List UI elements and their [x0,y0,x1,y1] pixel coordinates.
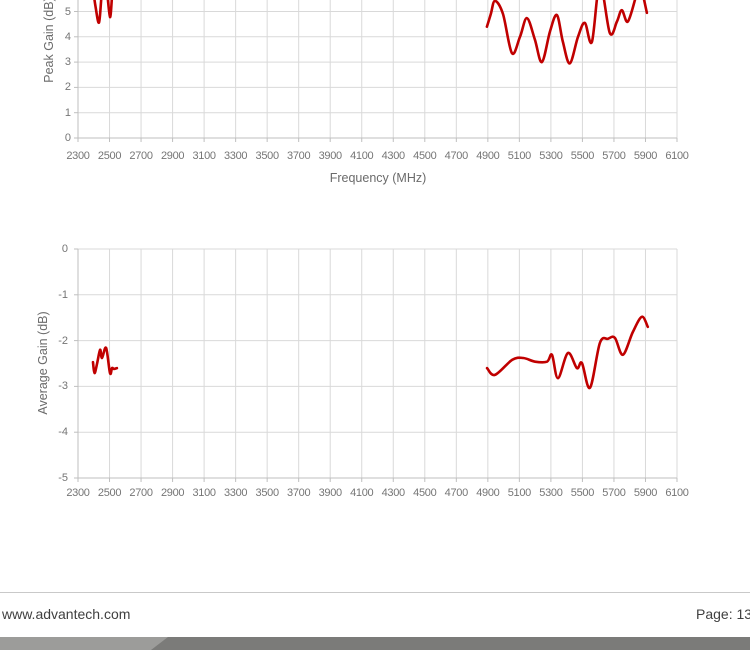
x-tick-label: 4700 [444,487,469,499]
x-tick-label: 4900 [476,150,500,162]
x-tick-label: 4300 [381,487,406,499]
x-tick-label: 4700 [444,150,469,162]
x-tick-label: 5500 [570,487,595,499]
x-tick-label: 5700 [602,150,626,162]
y-tick-label: -1 [58,288,68,301]
x-tick-label: 5300 [539,487,563,499]
y-tick-label: -2 [58,334,68,347]
x-tick-label: 3700 [287,487,311,499]
y-tick-label: 0 [61,243,68,255]
y-tick-label: 0 [64,132,71,144]
average-gain-chart-canvas [74,248,678,482]
x-tick-label: 4900 [476,487,500,499]
footer-bar-dark-segment [151,637,750,650]
y-tick-label: -3 [58,380,68,393]
x-tick-label: 2300 [66,150,90,162]
frequency-x-axis-title: Frequency (MHz) [329,171,427,185]
y-tick-label: 2 [64,81,71,94]
x-tick-label: 5300 [539,150,563,162]
x-tick-label: 4100 [350,150,374,162]
y-tick-label: 4 [64,30,71,43]
x-tick-label: 5900 [633,487,658,499]
x-tick-label: 6100 [665,150,689,162]
footer-website-text: www.advantech.com [2,606,131,622]
x-tick-label: 5900 [633,150,658,162]
x-tick-label: 4500 [413,487,437,499]
x-tick-label: 3500 [255,150,280,162]
x-tick-label: 2500 [97,487,122,499]
y-tick-label: -4 [58,426,68,439]
x-tick-label: 3700 [287,150,311,162]
x-tick-label: 3900 [318,487,343,499]
x-tick-label: 5700 [602,487,626,499]
y-tick-label: 3 [64,56,71,69]
x-tick-label: 2700 [129,487,153,499]
x-tick-label: 5100 [507,487,532,499]
peak-gain-y-axis-title: Peak Gain (dB) [42,0,56,83]
x-tick-label: 6100 [665,487,689,499]
x-tick-label: 3100 [192,487,216,499]
x-tick-label: 2500 [97,150,122,162]
y-tick-label: 1 [64,106,71,119]
gain-curve-segment [485,0,649,65]
x-tick-label: 2900 [160,487,185,499]
average-gain-y-axis-title: Average Gain (dB) [36,311,50,415]
x-tick-label: 3100 [192,150,216,162]
x-tick-label: 2900 [160,150,185,162]
x-tick-label: 2300 [66,487,90,499]
peak-gain-chart-canvas [74,0,678,142]
y-tick-label: -5 [58,472,68,484]
x-tick-label: 3500 [255,487,280,499]
gain-curve-segment [93,0,114,24]
gain-curve-segment [91,346,119,376]
x-tick-label: 5500 [570,150,595,162]
x-tick-label: 4300 [381,150,406,162]
footer-divider [0,592,750,593]
x-tick-label: 4500 [413,150,437,162]
x-tick-label: 3300 [223,150,248,162]
gain-curve-segment [485,315,650,390]
x-tick-label: 2700 [129,150,153,162]
x-tick-label: 4100 [350,487,374,499]
footer-page-number: Page: 13 [696,606,750,622]
x-tick-label: 5100 [507,150,532,162]
x-tick-label: 3900 [318,150,343,162]
x-tick-label: 3300 [223,487,248,499]
y-tick-label: 5 [64,5,71,18]
